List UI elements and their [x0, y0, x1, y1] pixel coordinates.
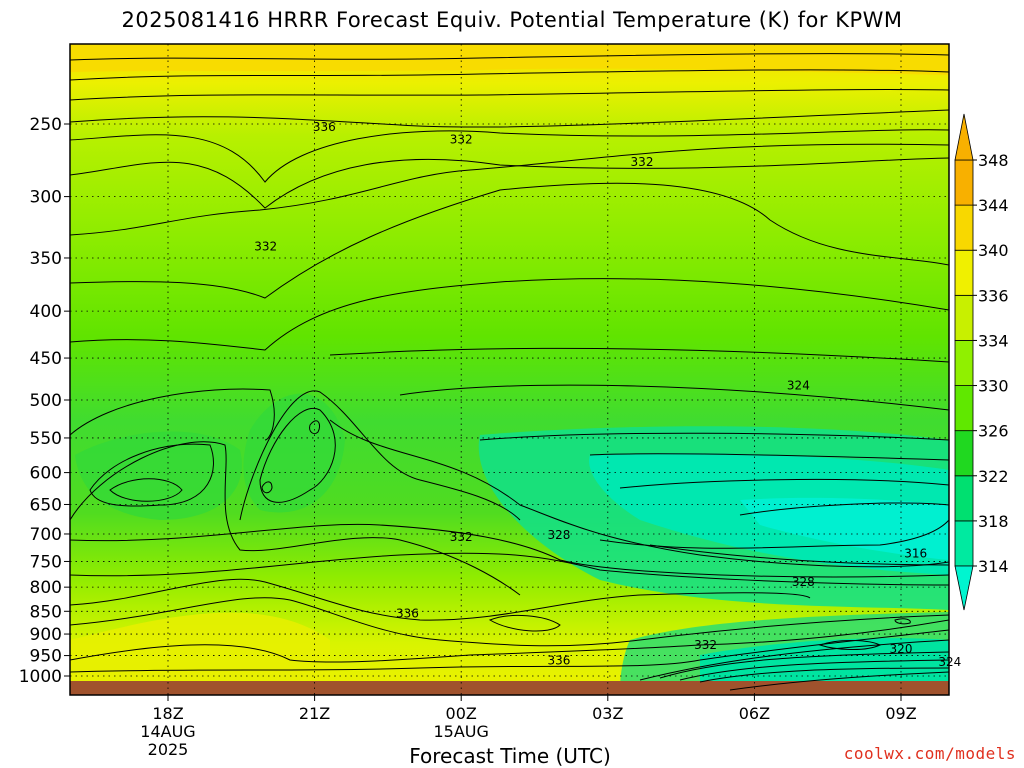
- x-tick-sublabel: 15AUG: [433, 722, 488, 741]
- contour-label: 332: [631, 155, 654, 169]
- colorbar-tick-label: 334: [978, 331, 1009, 350]
- colorbar-tick-label: 322: [978, 467, 1009, 486]
- contour-label: 316: [904, 546, 927, 560]
- y-tick-label: 350: [30, 249, 62, 269]
- y-tick-label: 250: [30, 115, 62, 135]
- y-tick-label: 600: [30, 464, 62, 484]
- colorbar-band: [954, 340, 974, 386]
- y-tick-label: 550: [30, 429, 62, 449]
- colorbar-band: [954, 430, 974, 477]
- contour-label: 336: [547, 654, 570, 668]
- x-tick-label: 00Z: [446, 704, 477, 723]
- colorbar-band: [954, 520, 974, 567]
- source-credit: coolwx.com/models: [843, 744, 1016, 763]
- colorbar-band: [954, 385, 974, 432]
- ground-surface: [70, 681, 949, 695]
- y-axis: 250 300 350 400 450 500 550 600 650 700 750 800 850 9…: [19, 115, 70, 687]
- chart-title: 2025081416 HRRR Forecast Equiv. Potentia…: [121, 8, 903, 32]
- contour-label: 328: [547, 528, 570, 542]
- y-tick-label: 400: [30, 302, 62, 322]
- contour-lines: [70, 53, 949, 691]
- x-tick-label: 21Z: [299, 704, 330, 723]
- colorbar-band: [954, 294, 974, 341]
- y-tick-label: 700: [30, 525, 62, 545]
- y-tick-label: 800: [30, 578, 62, 598]
- plot-frame: [69, 43, 950, 696]
- colorbar-band: [954, 204, 974, 251]
- contour-label: 324: [787, 378, 810, 392]
- contour-label: 332: [254, 239, 277, 253]
- plot-field: [70, 44, 949, 695]
- contour-label: 332: [450, 530, 473, 544]
- contour-label: 328: [792, 575, 815, 589]
- colorbar-band: [954, 249, 974, 296]
- x-tick-sublabel: 14AUG: [140, 722, 195, 741]
- x-tick-label: 06Z: [739, 704, 770, 723]
- colorbar-tick-label: 314: [978, 557, 1009, 576]
- y-tick-label: 750: [30, 552, 62, 572]
- contour-label: 336: [313, 120, 336, 134]
- contour-label: 332: [694, 638, 717, 652]
- y-tick-label: 300: [30, 188, 62, 208]
- y-tick-label: 1000: [19, 667, 62, 687]
- x-tick-label: 03Z: [592, 704, 623, 723]
- colorbar-band: [954, 159, 974, 206]
- x-axis-label: Forecast Time (UTC): [409, 744, 611, 768]
- colorbar-tick-label: 336: [978, 286, 1009, 305]
- contour-label: 336: [396, 607, 419, 621]
- y-tick-label: 850: [30, 602, 62, 622]
- colorbar-tick-label: 340: [978, 241, 1009, 260]
- colorbar-tick-label: 330: [978, 377, 1009, 396]
- x-tick-label: 09Z: [885, 704, 916, 723]
- y-tick-label: 900: [30, 625, 62, 645]
- contour-label: 332: [450, 133, 473, 147]
- colorbar-tick-label: 348: [978, 151, 1009, 170]
- colorbar-extend-high: [954, 113, 974, 161]
- y-tick-label: 950: [30, 647, 62, 667]
- grid-lines: [70, 44, 949, 695]
- contour-label: 324: [938, 655, 961, 669]
- colorbar: 314 318 322 326 330 334 336 340 344 348: [954, 113, 1009, 611]
- x-tick-label: 18Z: [152, 704, 183, 723]
- y-tick-label: 450: [30, 349, 62, 369]
- colorbar-tick-label: 344: [978, 196, 1009, 215]
- colorbar-tick-label: 326: [978, 422, 1009, 441]
- colorbar-band: [954, 475, 974, 522]
- x-tick-sublabel: 2025: [148, 740, 189, 759]
- y-tick-label: 500: [30, 391, 62, 411]
- colorbar-tick-label: 318: [978, 512, 1009, 531]
- colorbar-extend-low: [954, 565, 974, 611]
- y-tick-label: 650: [30, 495, 62, 515]
- contour-labels: 3443363323323323243323283163283363323363…: [254, 120, 961, 669]
